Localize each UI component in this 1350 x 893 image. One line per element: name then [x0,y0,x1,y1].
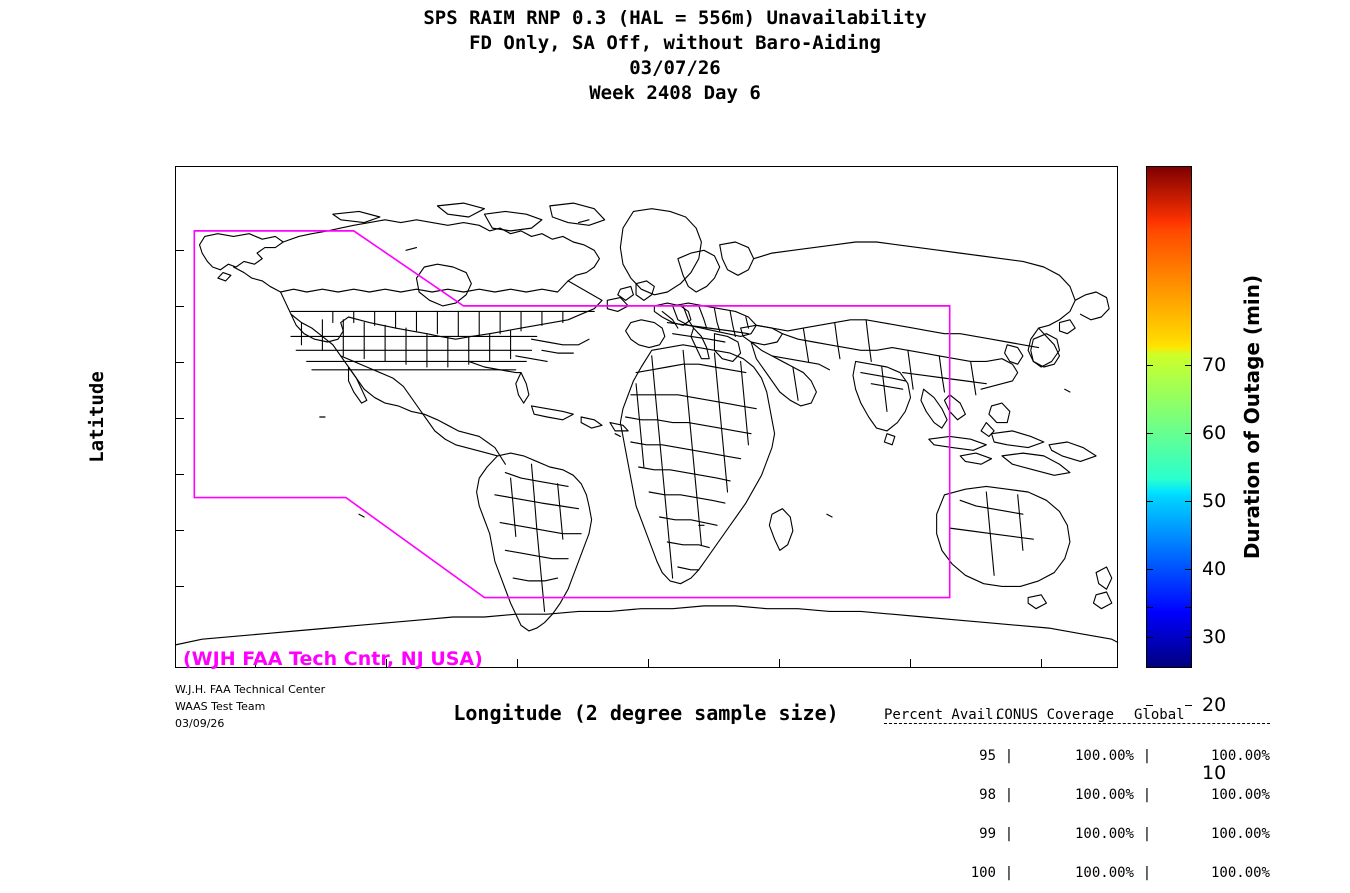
map-svg [176,202,1117,646]
xtick-inner-150 [1041,659,1042,667]
colorbar-label-20: 20 [1202,694,1227,716]
table-row: 99 | 100.00% | 100.00% [884,826,1270,842]
colorbar-label-70: 70 [1202,354,1227,376]
colorbar-gradient [1146,166,1192,668]
cell-sep: | [1142,787,1152,803]
xtick-inner-m100 [386,659,387,667]
cell-sep: | [1004,748,1014,764]
x-axis-title: Longitude (2 degree sample size) [453,701,839,725]
coastlines-and-borders [176,202,1117,646]
xtick-inner-m50 [517,659,518,667]
ytick-inner-20 [176,362,184,363]
cell-sep: | [1004,865,1014,881]
header-global: Global [1134,707,1185,723]
header-percent-avail: Percent Avail. [884,707,1003,723]
colorbar-tick-60-left [1146,433,1153,434]
table-row: 95 | 100.00% | 100.00% [884,748,1270,764]
xtick-inner-100 [910,659,911,667]
colorbar-tick-10-right [1185,607,1192,608]
colorbar-tick-10-left [1146,607,1153,608]
title-line-1: SPS RAIM RNP 0.3 (HAL = 556m) Unavailabi… [423,7,927,29]
cell-conus: 100.00% [1074,865,1134,881]
colorbar-tick-60-right [1185,433,1192,434]
cell-conus: 100.00% [1074,826,1134,842]
ytick-inner-m40 [176,530,184,531]
colorbar-tick-30-left [1146,637,1153,638]
cell-global: 100.00% [1210,787,1270,803]
ytick-inner-m60 [176,586,184,587]
ytick-inner-40 [176,306,184,307]
cell-sep: | [1004,826,1014,842]
ytick-inner-m20 [176,474,184,475]
service-volume-boundary [193,230,951,599]
table-header-row: Percent Avail.CONUS Coverage Global [884,707,1270,724]
title-line-4: Week 2408 Day 6 [589,82,761,104]
cell-percent: 100 [970,865,996,881]
colorbar-label-30: 30 [1202,626,1227,648]
credit-date: 03/09/26 [175,717,225,730]
cell-sep: | [1142,865,1152,881]
colorbar-tick-20-left [1146,705,1153,706]
coverage-stats-table: Percent Avail.CONUS Coverage Global 95 | 10… [884,683,1270,893]
cell-sep: | [1142,748,1152,764]
ytick-inner-0 [176,418,184,419]
xtick-inner-50 [779,659,780,667]
y-axis-title: Latitude [86,371,108,463]
title-line-3: 03/07/26 [629,57,721,79]
colorbar-tick-70-left [1146,365,1153,366]
xtick-inner-0 [648,659,649,667]
cell-percent: 98 [979,787,996,803]
cell-conus: 100.00% [1074,787,1134,803]
cell-percent: 95 [979,748,996,764]
colorbar-tick-40-right [1185,569,1192,570]
cell-percent: 99 [979,826,996,842]
colorbar[interactable]: 70 60 50 40 30 20 10 [1146,166,1226,784]
colorbar-tick-70-right [1185,365,1192,366]
colorbar-tick-30-right [1185,637,1192,638]
colorbar-tick-20-right [1185,705,1192,706]
credit-organization: W.J.H. FAA Technical Center [175,683,326,696]
colorbar-tick-50-left [1146,501,1153,502]
colorbar-label-60: 60 [1202,422,1227,444]
ytick-inner-60 [176,250,184,251]
colorbar-label-50: 50 [1202,490,1227,512]
colorbar-tick-40-left [1146,569,1153,570]
header-conus-coverage: CONUS Coverage [996,707,1115,723]
table-row: 100 | 100.00% | 100.00% [884,865,1270,881]
watermark-label: (WJH FAA Tech Cntr, NJ USA) [183,648,483,670]
cell-sep: | [1004,787,1014,803]
cell-sep: | [1142,826,1152,842]
chart-title-block: SPS RAIM RNP 0.3 (HAL = 556m) Unavailabi… [0,6,1350,106]
cell-global: 100.00% [1210,865,1270,881]
table-row: 98 | 100.00% | 100.00% [884,787,1270,803]
xtick-inner-m150 [255,659,256,667]
title-line-2: FD Only, SA Off, without Baro-Aiding [469,32,881,54]
colorbar-title: Duration of Outage (min) [1240,274,1264,560]
cell-global: 100.00% [1210,826,1270,842]
colorbar-tick-50-right [1185,501,1192,502]
cell-global: 100.00% [1210,748,1270,764]
world-map-plot[interactable]: 60 40 20 0 -20 -40 -60 -150 -100 -50 0 5… [175,166,1118,668]
credits-block: W.J.H. FAA Technical Center WAAS Test Te… [175,681,325,732]
colorbar-label-40: 40 [1202,558,1227,580]
cell-conus: 100.00% [1074,748,1134,764]
credit-team: WAAS Test Team [175,700,266,713]
